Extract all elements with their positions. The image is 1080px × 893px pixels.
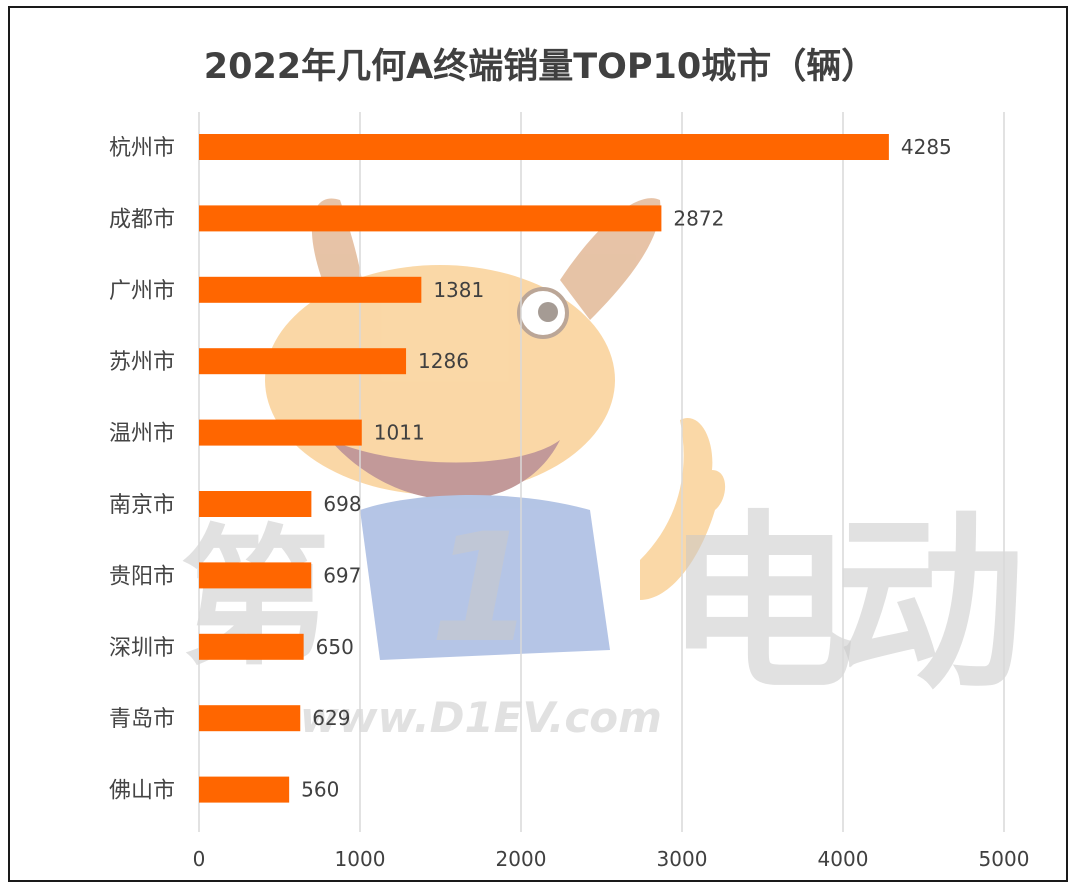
mascot-shirt (360, 495, 610, 660)
value-label-7: 650 (316, 635, 354, 659)
bar-3 (199, 348, 407, 375)
value-label-4: 1011 (374, 421, 425, 445)
value-label-1: 2872 (673, 206, 724, 230)
watermark-url: www.D1EV.com (300, 693, 662, 742)
bar-5 (199, 491, 312, 517)
category-label-5: 南京市 (109, 493, 175, 518)
bar-7 (199, 633, 304, 660)
category-label-6: 贵阳市 (109, 564, 175, 589)
bar-1 (199, 205, 662, 232)
mascot-eye (517, 287, 569, 339)
value-label-3: 1286 (418, 349, 469, 373)
watermark: 第 1 电 动 www.D1EV.com (180, 198, 1025, 742)
value-label-8: 629 (312, 706, 350, 730)
bars (199, 134, 889, 803)
value-label-0: 4285 (901, 135, 952, 159)
x-tick-label-3: 3000 (657, 847, 708, 871)
chart-title: 2022年几何A终端销量TOP10城市（辆） (203, 47, 877, 87)
category-label-2: 广州市 (109, 279, 175, 304)
value-label-5: 698 (323, 492, 361, 516)
bar-6 (199, 562, 312, 589)
value-labels: 4285 2872 1381 1286 1011 698 697 650 629 560 (301, 135, 952, 802)
category-label-3: 苏州市 (109, 350, 175, 375)
bar-4 (199, 419, 362, 446)
category-label-0: 杭州市 (109, 136, 175, 161)
category-label-4: 温州市 (109, 422, 175, 447)
grid-lines (198, 112, 1005, 832)
category-label-7: 深圳市 (109, 636, 175, 661)
x-tick-label-0: 0 (193, 847, 206, 871)
bar-2 (199, 276, 422, 303)
watermark-char-3: 电 (665, 494, 855, 715)
category-label-1: 成都市 (109, 207, 175, 232)
x-tick-label-2: 2000 (496, 847, 547, 871)
value-label-2: 1381 (433, 278, 484, 302)
watermark-char-1: 第 (180, 512, 330, 686)
category-label-9: 佛山市 (109, 779, 175, 804)
x-tick-label-4: 4000 (818, 847, 869, 871)
x-tick-label-5: 5000 (979, 847, 1030, 871)
category-label-8: 青岛市 (109, 707, 175, 732)
watermark-char-2: 1 (430, 502, 534, 676)
x-tick-label-1: 1000 (335, 847, 386, 871)
mascot-mouth (330, 440, 560, 500)
x-axis-ticks: 0 1000 2000 3000 4000 5000 (193, 847, 1030, 871)
value-label-6: 697 (323, 563, 361, 587)
value-label-9: 560 (301, 778, 339, 802)
bar-9 (199, 776, 290, 803)
watermark-char-4: 动 (835, 494, 1025, 715)
bar-0 (199, 134, 889, 160)
bar-8 (199, 705, 301, 732)
